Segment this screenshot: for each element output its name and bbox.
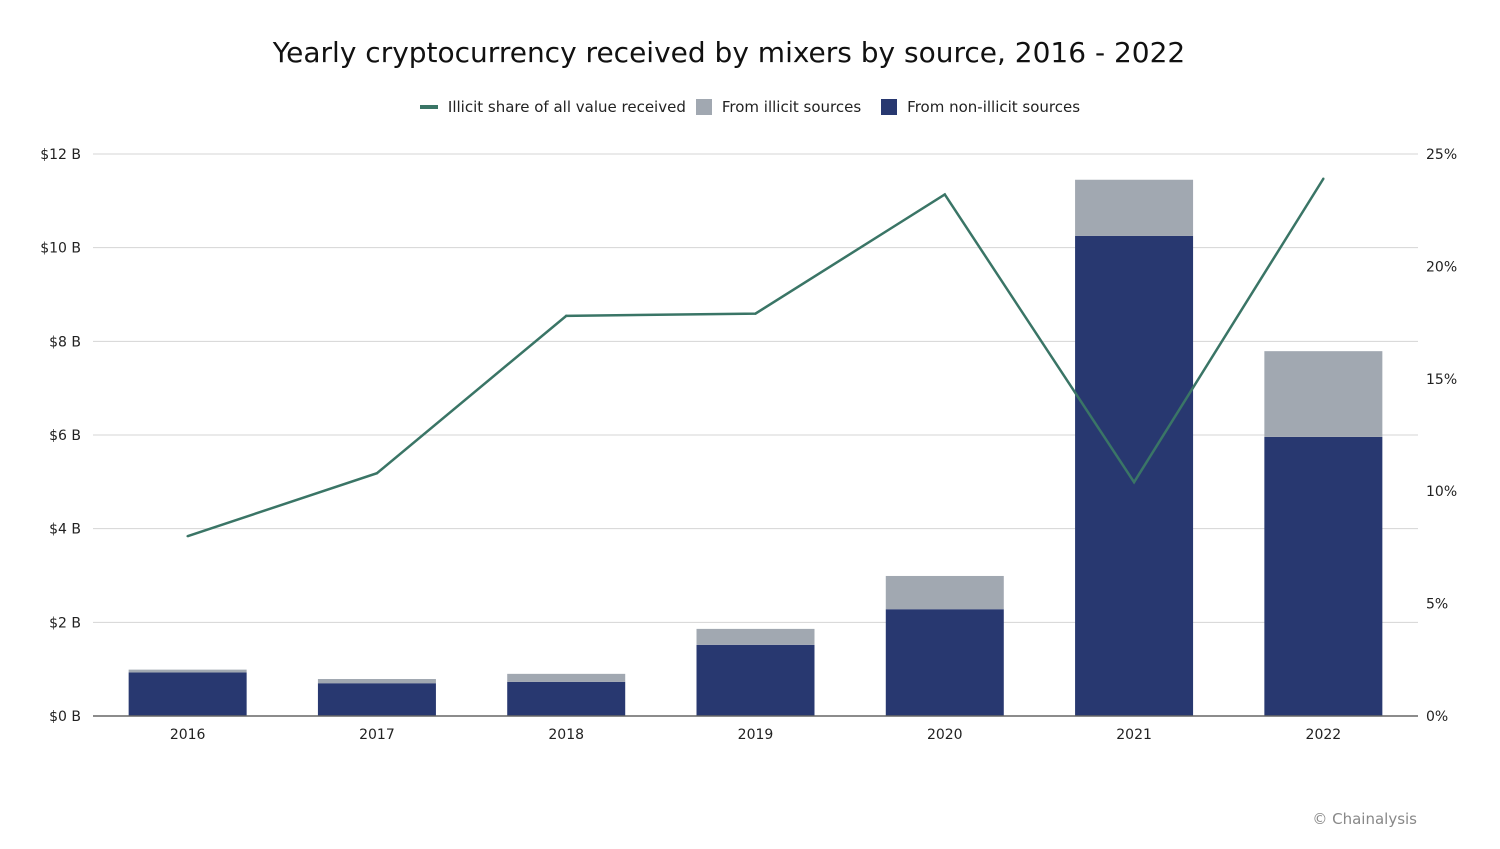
y2-tick-label: 0%	[1426, 709, 1448, 725]
chart-title: Yearly cryptocurrency received by mixers…	[272, 36, 1186, 69]
line-point	[943, 193, 946, 196]
bar-non-illicit	[696, 644, 815, 716]
bar-non-illicit	[1075, 235, 1194, 717]
y2-tick-label: 15%	[1426, 372, 1457, 388]
legend-item-illicit-share: Illicit share of all value received	[419, 98, 686, 116]
legend-label: From illicit sources	[721, 98, 862, 116]
y-tick-label: $10 B	[40, 241, 81, 257]
y-tick-label: $6 B	[49, 428, 81, 444]
line-point	[1322, 177, 1325, 180]
legend-swatch	[419, 105, 438, 109]
bar-illicit	[1264, 351, 1383, 437]
x-tick-label: 2020	[927, 727, 963, 743]
legend-item-illicit: From illicit sources	[695, 98, 862, 116]
line-point	[1132, 481, 1136, 484]
y2-tick-label: 5%	[1426, 597, 1448, 613]
bar-illicit	[507, 673, 626, 682]
bar-non-illicit	[128, 672, 247, 716]
line-point	[754, 312, 757, 315]
bar-non-illicit	[317, 683, 436, 716]
bar-illicit	[885, 575, 1004, 610]
legend: Illicit share of all value received From…	[0, 98, 1500, 116]
bar-illicit	[317, 679, 436, 684]
bar-illicit	[1075, 179, 1194, 236]
y-tick-label: $0 B	[49, 709, 81, 725]
x-tick-label: 2017	[359, 727, 395, 743]
y2-tick-label: 25%	[1426, 147, 1457, 163]
credit: © Chainalysis	[1312, 810, 1417, 828]
legend-label: Illicit share of all value received	[447, 98, 686, 116]
legend-swatch	[881, 99, 898, 115]
y2-tick-label: 10%	[1426, 484, 1457, 500]
bar-illicit	[128, 669, 247, 673]
line-point	[565, 314, 568, 318]
y-tick-label: $4 B	[49, 522, 81, 538]
line-point	[186, 534, 189, 538]
bar-non-illicit	[1264, 436, 1383, 716]
y-tick-label: $2 B	[49, 615, 81, 631]
x-tick-label: 2019	[738, 727, 774, 743]
bar-illicit	[696, 628, 815, 645]
bar-non-illicit	[507, 681, 626, 716]
x-tick-label: 2022	[1306, 727, 1342, 743]
legend-label: From non-illicit sources	[907, 98, 1081, 116]
y-tick-label: $8 B	[49, 334, 81, 350]
line-point	[375, 472, 379, 475]
y-tick-label: $12 B	[40, 147, 81, 163]
bar-non-illicit	[885, 609, 1004, 716]
legend-swatch	[695, 99, 712, 115]
y2-tick-label: 20%	[1426, 259, 1457, 275]
legend-item-non-illicit: From non-illicit sources	[881, 98, 1080, 116]
x-tick-label: 2021	[1116, 727, 1152, 743]
x-tick-label: 2016	[170, 727, 206, 743]
x-tick-label: 2018	[548, 727, 584, 743]
